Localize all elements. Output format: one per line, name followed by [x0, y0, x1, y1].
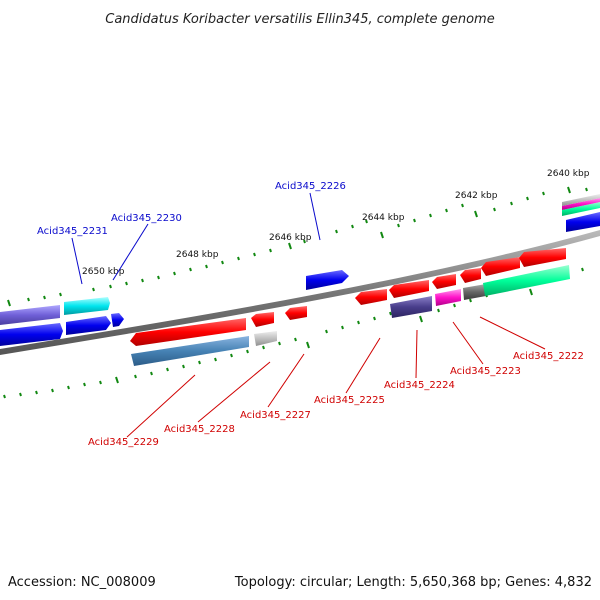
- accession-text: Accession: NC_008009: [8, 575, 156, 590]
- label-connectors-forward: [71, 192, 321, 285]
- gene-feature[interactable]: [463, 284, 486, 300]
- gene-feature[interactable]: [435, 289, 461, 306]
- gene-label[interactable]: Acid345_2227: [240, 410, 311, 421]
- gene-label[interactable]: Acid345_2226: [275, 181, 346, 192]
- gene-feature[interactable]: [389, 280, 429, 298]
- gene-feature[interactable]: [355, 289, 387, 305]
- label-connectors-reverse: [126, 316, 546, 438]
- kbp-label-2640: 2640 kbp: [547, 169, 590, 179]
- forward-strand-genes: [0, 194, 600, 346]
- gene-feature[interactable]: [130, 318, 246, 346]
- gene-feature[interactable]: [432, 274, 456, 289]
- kbp-label-2646: 2646 kbp: [269, 233, 312, 243]
- kbp-label-2644: 2644 kbp: [362, 213, 405, 223]
- kbp-label-2648: 2648 kbp: [176, 250, 219, 260]
- gene-feature[interactable]: [66, 316, 111, 335]
- gene-label[interactable]: Acid345_2229: [88, 437, 159, 448]
- gene-feature[interactable]: [0, 305, 60, 325]
- gene-feature[interactable]: [460, 268, 481, 283]
- gene-feature[interactable]: [566, 212, 600, 232]
- map-title: Candidatus Koribacter versatilis Ellin34…: [105, 12, 494, 27]
- gene-feature[interactable]: [251, 312, 274, 327]
- gene-feature[interactable]: [519, 248, 566, 267]
- gene-label[interactable]: Acid345_2231: [37, 226, 108, 237]
- gene-label[interactable]: Acid345_2225: [314, 395, 385, 406]
- gene-feature[interactable]: [306, 270, 349, 290]
- gene-feature[interactable]: [285, 306, 307, 320]
- gene-feature[interactable]: [0, 323, 63, 346]
- gene-label[interactable]: Acid345_2223: [450, 366, 521, 377]
- kbp-label-2650: 2650 kbp: [82, 267, 125, 277]
- gene-feature[interactable]: [562, 202, 600, 216]
- topology-text: Topology: circular; Length: 5,650,368 bp…: [234, 575, 592, 590]
- gene-feature[interactable]: [254, 331, 277, 346]
- gene-feature[interactable]: [481, 257, 520, 276]
- genome-backbone: [0, 230, 600, 355]
- gene-label[interactable]: Acid345_2230: [111, 213, 182, 224]
- gene-feature[interactable]: [562, 198, 600, 210]
- gene-feature[interactable]: [131, 336, 249, 366]
- gene-feature[interactable]: [562, 194, 600, 206]
- gene-feature[interactable]: [483, 265, 570, 296]
- gene-label[interactable]: Acid345_2224: [384, 380, 455, 391]
- reverse-strand-genes: [130, 248, 570, 366]
- gene-feature[interactable]: [64, 297, 110, 315]
- forward-tick-ring: [7, 186, 588, 307]
- gene-label[interactable]: Acid345_2228: [164, 424, 235, 435]
- kbp-label-2642: 2642 kbp: [455, 191, 498, 201]
- gene-feature[interactable]: [111, 313, 124, 327]
- gene-label[interactable]: Acid345_2222: [513, 351, 584, 362]
- gene-feature[interactable]: [390, 296, 432, 318]
